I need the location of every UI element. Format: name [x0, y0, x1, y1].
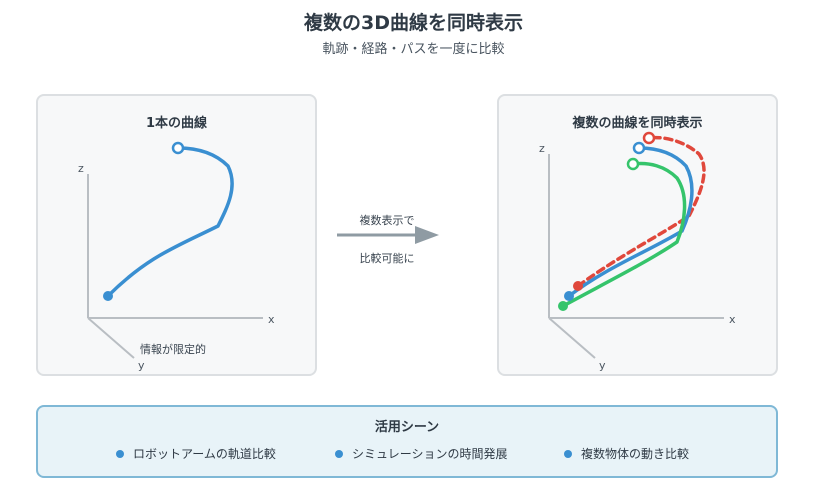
- curve-red: [576, 135, 706, 288]
- use-case-label: シミュレーションの時間発展: [352, 447, 508, 461]
- y-axis: [548, 317, 596, 359]
- curve-green: [561, 161, 687, 308]
- multi-curve-plot: z x y: [539, 131, 736, 372]
- use-case-item: 複数物体の動き比較: [564, 445, 689, 462]
- curve-single: [106, 146, 234, 298]
- curve-start-marker: [103, 291, 113, 301]
- bullet-icon: [116, 449, 124, 458]
- curve-end-marker: [171, 141, 185, 155]
- use-case-label: 複数物体の動き比較: [581, 447, 690, 461]
- single-curve-panel-title: 1本の曲線: [145, 116, 208, 131]
- limited-info-note: 情報が限定的: [140, 342, 206, 356]
- green-end-marker: [626, 157, 640, 171]
- red-end-marker: [642, 131, 656, 145]
- red-start-marker: [573, 281, 583, 291]
- x-axis-label: x: [729, 313, 736, 326]
- multi-curve-panel: 複数の曲線を同時表示 z x y: [497, 94, 778, 376]
- single-curve-plot: z x y 情報が限定的: [78, 141, 275, 372]
- use-cases-box: 活用シーン ロボットアームの軌道比較 シミュレーションの時間発展 複数物体の動き…: [36, 405, 778, 478]
- single-curve-panel: 1本の曲線 z x y 情報が限定的: [36, 94, 317, 376]
- z-axis-label: z: [78, 162, 84, 175]
- use-case-item: シミュレーションの時間発展: [335, 445, 508, 462]
- use-case-label: ロボットアームの軌道比較: [133, 447, 276, 461]
- transition-arrow: [337, 226, 439, 244]
- y-axis-label: y: [599, 359, 606, 372]
- multi-curve-panel-title: 複数の曲線を同時表示: [572, 116, 703, 131]
- z-axis-label: z: [539, 142, 545, 155]
- arrow-label-bottom: 比較可能に: [359, 252, 415, 265]
- page-subtitle: 軌跡・経路・パスを一度に比較: [322, 42, 505, 57]
- bullet-icon: [564, 449, 572, 458]
- y-axis: [87, 317, 135, 359]
- use-case-item: ロボットアームの軌道比較: [116, 445, 276, 462]
- blue-end-marker: [632, 141, 646, 155]
- green-start-marker: [558, 301, 568, 311]
- blue-start-marker: [564, 291, 574, 301]
- y-axis-label: y: [138, 359, 145, 372]
- bullet-icon: [335, 449, 343, 458]
- use-cases-title: 活用シーン: [374, 420, 440, 435]
- x-axis-label: x: [268, 313, 275, 326]
- curve-blue: [567, 146, 694, 298]
- arrow-label-top: 複数表示で: [359, 214, 415, 227]
- page-title: 複数の3D曲線を同時表示: [304, 12, 523, 34]
